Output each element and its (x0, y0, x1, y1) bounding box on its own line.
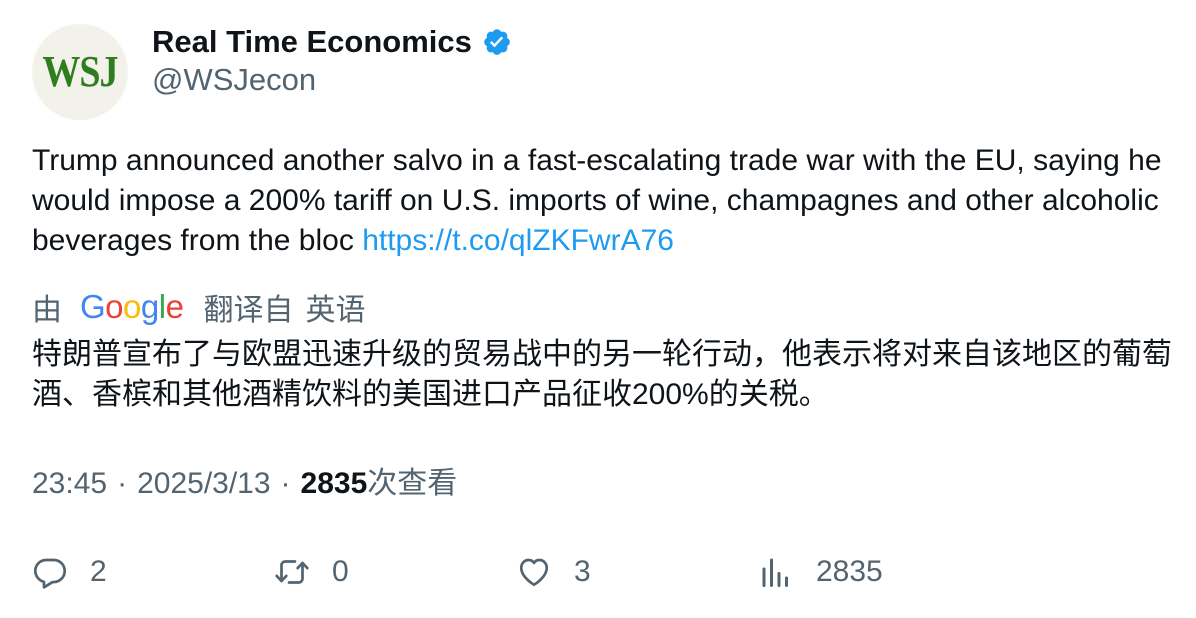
author-name-row: Real Time Economics (152, 22, 512, 62)
wsj-logo: WSJ (42, 47, 118, 97)
tweet-meta: 23:45 · 2025/3/13 · 2835 次查看 (32, 464, 457, 504)
retweet-count: 0 (332, 555, 349, 588)
tweet-time[interactable]: 23:45 (32, 467, 108, 500)
like-count: 3 (574, 555, 591, 588)
avatar[interactable]: WSJ (32, 24, 128, 120)
tweet-link[interactable]: https://t.co/qlZKFwrA76 (362, 224, 674, 257)
translate-prefix: 由 (32, 294, 62, 327)
heart-icon (519, 558, 549, 587)
tweet-text: Trump announced another salvo in a fast-… (32, 141, 1172, 261)
analytics-icon (762, 558, 788, 587)
views-action-count: 2835 (816, 555, 883, 588)
translate-action[interactable]: 翻译自 (203, 294, 294, 327)
meta-separator: · (117, 467, 128, 500)
display-name[interactable]: Real Time Economics (152, 24, 472, 59)
reply-button[interactable]: 2 (32, 550, 107, 594)
views-count: 2835 (300, 467, 368, 500)
translated-text: 特朗普宣布了与欧盟迅速升级的贸易战中的另一轮行动，他表示将对来自该地区的葡萄酒、… (32, 338, 1172, 411)
tweet-body: Trump announced another salvo in a fast-… (32, 144, 1162, 257)
google-logo-letter: o (105, 288, 124, 325)
google-logo-letter: l (158, 288, 166, 325)
retweet-icon (275, 560, 309, 584)
google-logo-letter: e (165, 288, 184, 325)
reply-icon (33, 558, 67, 589)
like-button[interactable]: 3 (516, 550, 591, 594)
source-language[interactable]: 英语 (305, 294, 366, 327)
retweet-button[interactable]: 0 (274, 550, 349, 594)
google-logo-letter: G (80, 288, 106, 325)
google-logo-letter: o (123, 288, 141, 325)
reply-count: 2 (90, 555, 107, 588)
tweet-date[interactable]: 2025/3/13 (137, 467, 271, 500)
verified-badge-icon (484, 29, 510, 55)
views-button[interactable]: 2835 (758, 550, 883, 594)
author-handle[interactable]: @WSJecon (152, 62, 317, 97)
meta-separator: · (280, 467, 291, 500)
views-label: 次查看 (367, 467, 458, 500)
google-logo-letter: g (140, 288, 159, 325)
